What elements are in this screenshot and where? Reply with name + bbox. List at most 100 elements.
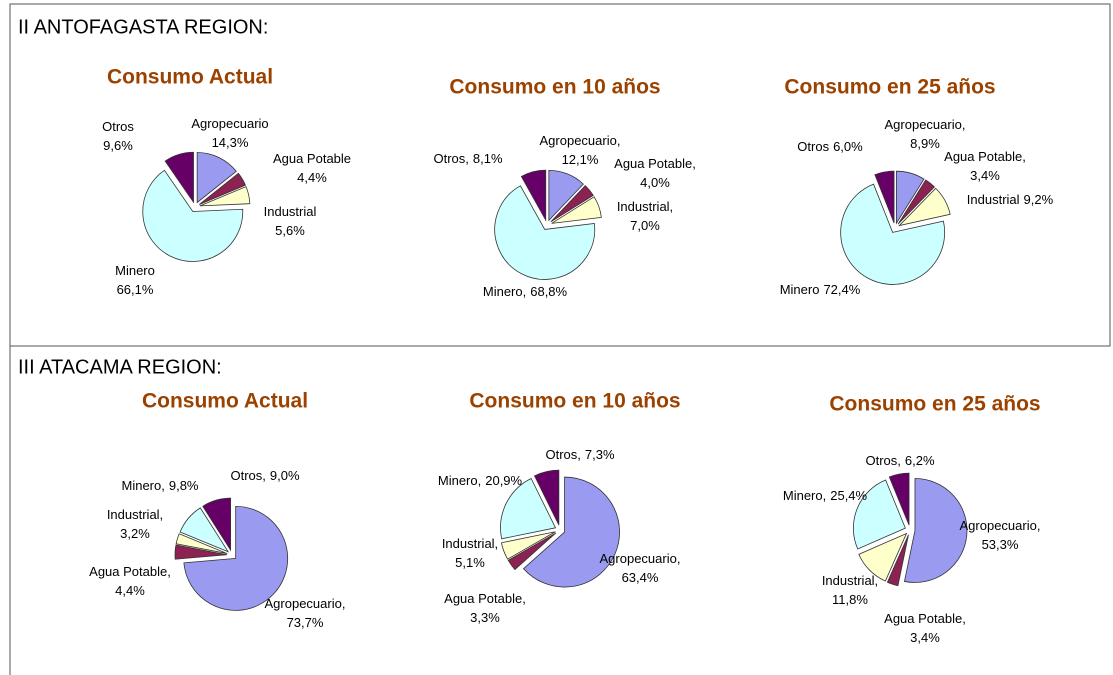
pie-slice (507, 532, 557, 571)
slice-label: Industrial, 3,2% (107, 507, 163, 541)
pie-slice (500, 531, 556, 560)
slice-value: 53,3% (982, 537, 1019, 552)
chart-title: Consumo Actual (142, 390, 308, 413)
pie-slice (520, 169, 547, 222)
slice-value: 7,3% (585, 447, 615, 462)
slice-value: 9,6% (103, 138, 133, 153)
slice-label: Agua Potable, 3,4% (884, 611, 966, 645)
chart-title: Consumo en 25 años (829, 393, 1040, 416)
pie-slice (196, 152, 237, 204)
slice-value: 12,1% (562, 152, 599, 167)
slice-label: Minero, 9,8% (122, 478, 199, 493)
slice-label: Agua Potable, 4,4% (89, 564, 171, 598)
slice-label: Agua Potable, 3,3% (444, 591, 526, 625)
pie-slice (886, 534, 909, 587)
pie-slice (500, 477, 557, 540)
slice-value: 9,8% (169, 478, 199, 493)
slice-label: Industrial 5,6% (264, 204, 317, 238)
region-heading: II ANTOFAGASTA REGION: (18, 16, 268, 38)
pie-slice (522, 476, 620, 588)
pie-slice (550, 185, 594, 223)
pie-slice (548, 169, 584, 222)
slice-category: Otros, (545, 447, 580, 462)
slice-category: Minero, (783, 488, 826, 503)
slice-label: Industrial, 5,1% (442, 536, 498, 570)
slice-category: Otros, (230, 468, 265, 483)
slice-category: Agua Potable, (444, 591, 526, 606)
pie-slice (853, 479, 906, 550)
slice-label: Otros, 6,2% (865, 453, 934, 468)
slice-label: Industrial, 7,0% (617, 199, 673, 233)
pie-slice (874, 170, 895, 224)
slice-category: Agropecuario (191, 116, 268, 131)
slice-label: Otros 6,0% (797, 139, 863, 154)
slice-value: 14,3% (212, 135, 249, 150)
slice-label: Industrial 9,2% (967, 192, 1054, 207)
slice-value: 9,2% (1024, 192, 1054, 207)
slice-category: Otros (797, 139, 829, 154)
slice-label: Otros 9,6% (102, 119, 134, 153)
slice-category: Agropecuario, (960, 518, 1041, 533)
slice-value: 5,6% (275, 223, 305, 238)
pie-slice (533, 469, 560, 526)
pie-slice (551, 196, 602, 224)
chart-title: Consumo Actual (107, 66, 273, 89)
slice-category: Otros, (865, 453, 900, 468)
slice-value: 11,8% (832, 592, 868, 607)
slice-category: Minero, (122, 478, 165, 493)
slice-category: Minero, (438, 473, 481, 488)
slice-value: 3,2% (120, 526, 150, 541)
top-panel (9, 3, 1111, 347)
slice-category: Agropecuario, (600, 551, 681, 566)
slice-category: Agua Potable, (89, 564, 171, 579)
slice-label: Agropecuario, 8,9% (885, 117, 966, 151)
slice-value: 63,4% (622, 570, 659, 585)
slice-value: 3,4% (910, 630, 940, 645)
chart-title: Consumo en 25 años (784, 76, 995, 99)
slice-category: Otros, (433, 151, 468, 166)
slice-category: Agropecuario, (885, 117, 966, 132)
pie-slice (897, 179, 935, 225)
slice-category: Minero (780, 282, 820, 297)
slice-label: Agua Potable 4,4% (273, 151, 351, 185)
slice-category: Agropecuario, (540, 133, 621, 148)
chart-title: Consumo en 10 años (469, 390, 680, 413)
pie-slice (199, 186, 251, 207)
pie-slice (199, 172, 246, 205)
pie-slice (898, 187, 951, 227)
slice-value: 66,1% (117, 282, 154, 297)
pie-slice (179, 507, 230, 553)
slice-category: Industrial, (107, 507, 163, 522)
slice-label: Agropecuario, 63,4% (600, 551, 681, 585)
slice-label: Agropecuario, 73,7% (265, 596, 346, 630)
slice-value: 20,9% (485, 473, 522, 488)
slice-category: Agua Potable (273, 151, 351, 166)
slice-value: 68,8% (530, 284, 567, 299)
slice-label: Otros, 9,0% (230, 468, 299, 483)
pie-slice (888, 472, 910, 526)
slice-value: 4,0% (640, 175, 670, 190)
slice-label: Agua Potable, 4,0% (614, 156, 696, 190)
slice-category: Minero (115, 263, 155, 278)
pie-slice (903, 478, 968, 583)
slice-category: Minero, (483, 284, 526, 299)
slice-label: Minero 72,4% (780, 282, 861, 297)
slice-value: 6,2% (905, 453, 935, 468)
slice-label: Agropecuario 14,3% (191, 116, 268, 150)
slice-label: Industrial, 11,8% (822, 573, 878, 607)
pie-slice (202, 497, 232, 552)
slice-value: 72,4% (823, 282, 860, 297)
pie-slice (895, 170, 925, 225)
slice-value: 4,4% (115, 583, 145, 598)
slice-value: 9,0% (270, 468, 300, 483)
slice-category: Industrial, (442, 536, 498, 551)
slice-category: Industrial, (617, 199, 673, 214)
slice-label: Agropecuario, 53,3% (960, 518, 1041, 552)
pie-slice (183, 505, 289, 611)
pie-slice (175, 533, 228, 554)
slice-label: Otros, 8,1% (433, 151, 502, 166)
slice-value: 3,4% (970, 168, 1000, 183)
slice-category: Agua Potable, (884, 611, 966, 626)
slice-value: 6,0% (833, 139, 863, 154)
